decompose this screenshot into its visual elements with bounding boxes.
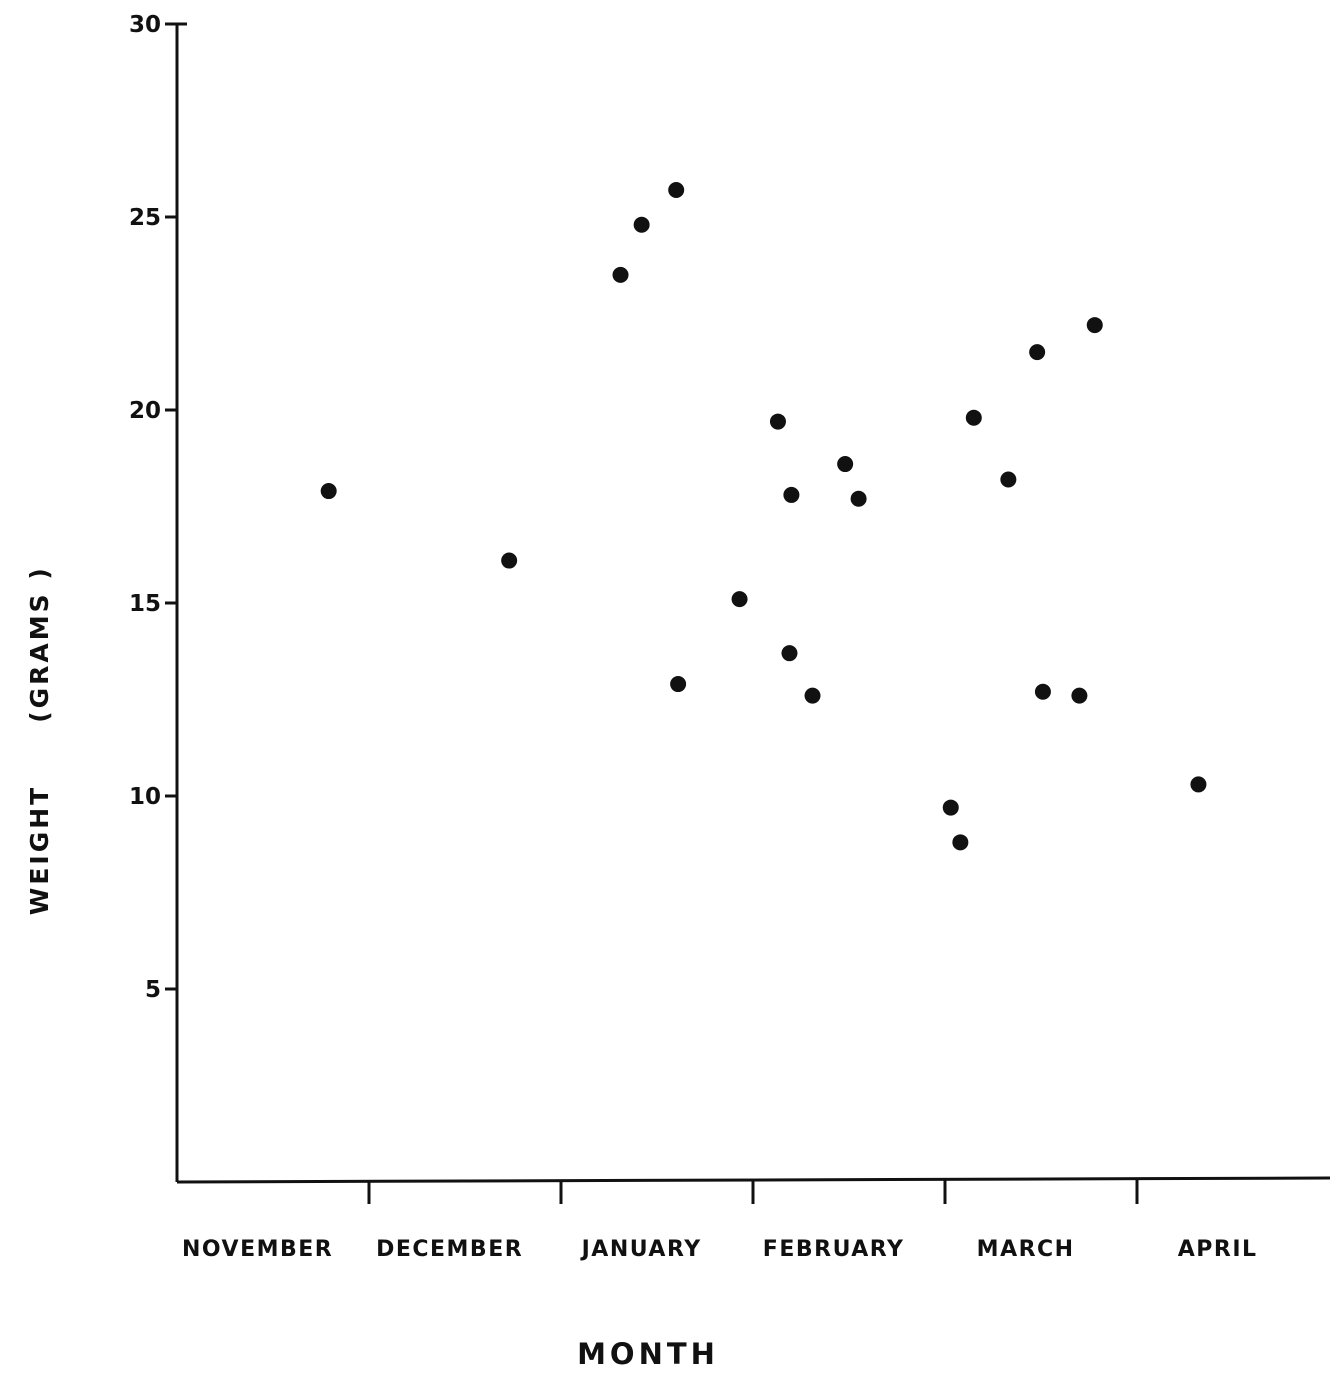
- data-point: [837, 456, 854, 473]
- axes: [175, 24, 1331, 1184]
- x-tick-label: DECEMBER: [376, 1237, 523, 1262]
- x-ticks: [367, 1180, 1139, 1204]
- data-point: [1086, 317, 1103, 334]
- data-point: [783, 486, 800, 503]
- data-point: [769, 413, 786, 430]
- data-points: [320, 181, 1207, 851]
- y-tick-label: 15: [129, 591, 161, 617]
- data-point: [633, 216, 650, 233]
- data-point: [501, 552, 518, 569]
- data-point: [952, 834, 969, 851]
- y-tick-label: 10: [129, 784, 161, 810]
- data-point: [668, 181, 685, 198]
- y-ticks: 5 10 15 20 25 30: [129, 12, 187, 1003]
- data-point: [670, 676, 687, 693]
- y-axis-label-unit: (GRAMS ): [25, 565, 54, 723]
- data-point: [850, 490, 867, 507]
- data-point: [612, 266, 629, 283]
- data-point: [942, 799, 959, 816]
- data-point: [781, 645, 798, 662]
- data-point: [965, 409, 982, 426]
- data-point: [1000, 471, 1017, 488]
- data-point: [1029, 344, 1046, 361]
- y-tick-label: 30: [129, 12, 161, 38]
- x-axis-title: MONTH: [577, 1337, 719, 1371]
- data-point: [804, 687, 821, 704]
- y-tick-label: 25: [129, 205, 161, 231]
- y-tick-label: 5: [145, 977, 161, 1003]
- x-tick-label: NOVEMBER: [182, 1237, 333, 1262]
- data-point: [320, 483, 337, 500]
- x-tick-labels: NOVEMBER DECEMBER JANUARY FEBRUARY MARCH APRI…: [182, 1237, 1258, 1262]
- data-point: [1071, 687, 1088, 704]
- x-tick-label: MARCH: [977, 1237, 1075, 1262]
- y-tick-label: 20: [129, 398, 161, 424]
- data-point: [1034, 683, 1051, 700]
- x-tick-label: FEBRUARY: [763, 1237, 905, 1262]
- y-axis-label-weight: WEIGHT: [25, 785, 54, 915]
- data-point: [731, 591, 748, 608]
- data-point: [1190, 776, 1207, 793]
- x-tick-label: JANUARY: [580, 1237, 702, 1262]
- x-tick-label: APRIL: [1178, 1237, 1258, 1262]
